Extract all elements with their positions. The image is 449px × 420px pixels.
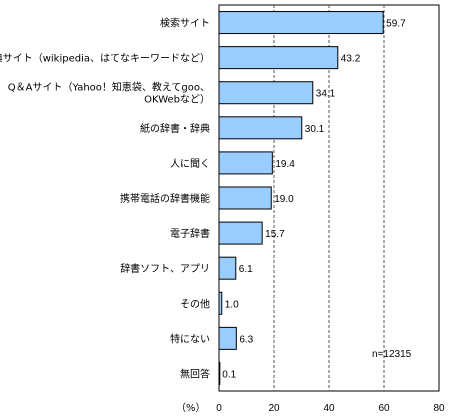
- x-tick-label: 20: [268, 403, 280, 414]
- bar: [218, 256, 237, 280]
- bar: [218, 326, 237, 350]
- data-label: 43.2: [341, 54, 361, 65]
- category-label: 紙の辞書・辞典: [140, 122, 210, 135]
- data-label: 59.7: [386, 19, 406, 30]
- bar: [218, 81, 314, 105]
- category-label: Q＆Aサイト（Yahoo！知恵袋、教えてgoo、 OKWebなど）: [8, 81, 210, 106]
- data-label: 30.1: [305, 124, 325, 135]
- data-label: 34.1: [316, 89, 336, 100]
- bar: [218, 151, 273, 175]
- bar: [218, 186, 272, 210]
- data-label: 15.7: [265, 229, 285, 240]
- category-label: 携帯電話の辞書機能: [120, 192, 210, 205]
- sample-size-note: n=12315: [372, 349, 412, 360]
- category-label-line: OKWebなど）: [144, 94, 210, 106]
- category-label-line: Q＆Aサイト（Yahoo！知恵袋、教えてgoo、: [8, 81, 210, 94]
- category-label: 検索サイト: [160, 17, 210, 30]
- bar: [218, 221, 263, 245]
- bar: [218, 361, 221, 385]
- category-label: 辞典サイト（wikipedia、はてなキーワードなど）: [0, 52, 210, 65]
- category-label: 辞書ソフト、アプリ: [120, 262, 210, 275]
- x-tick-label: 60: [378, 403, 390, 414]
- category-label: 電子辞書: [170, 227, 210, 240]
- grid-lines: [273, 5, 385, 391]
- category-label: 無回答: [180, 367, 210, 380]
- data-label: 19.0: [274, 194, 294, 205]
- data-label: 6.1: [239, 264, 253, 275]
- x-tick-label: 80: [433, 403, 445, 414]
- category-label: 人に聞く: [170, 158, 210, 170]
- x-tick-label: 0: [216, 403, 222, 414]
- x-tick-labels: 0 20 40 60 80: [216, 403, 445, 414]
- bar: [218, 11, 384, 35]
- data-label: 0.1: [222, 369, 236, 380]
- category-label: その他: [180, 297, 210, 310]
- data-label: 1.0: [225, 299, 239, 310]
- bars: [218, 11, 384, 385]
- value-labels: 59.7 43.2 34.1 30.1 19.4 19.0 15.7 6.1 1.0 6.3 0.1: [222, 19, 406, 381]
- data-label: 6.3: [239, 334, 253, 345]
- bar: [218, 46, 339, 70]
- x-axis-unit-label: （%）: [176, 402, 206, 414]
- category-label: 特にない: [170, 333, 210, 345]
- bar: [218, 116, 303, 140]
- bar: [218, 291, 223, 315]
- data-label: 19.4: [275, 159, 295, 170]
- x-tick-label: 40: [323, 403, 335, 414]
